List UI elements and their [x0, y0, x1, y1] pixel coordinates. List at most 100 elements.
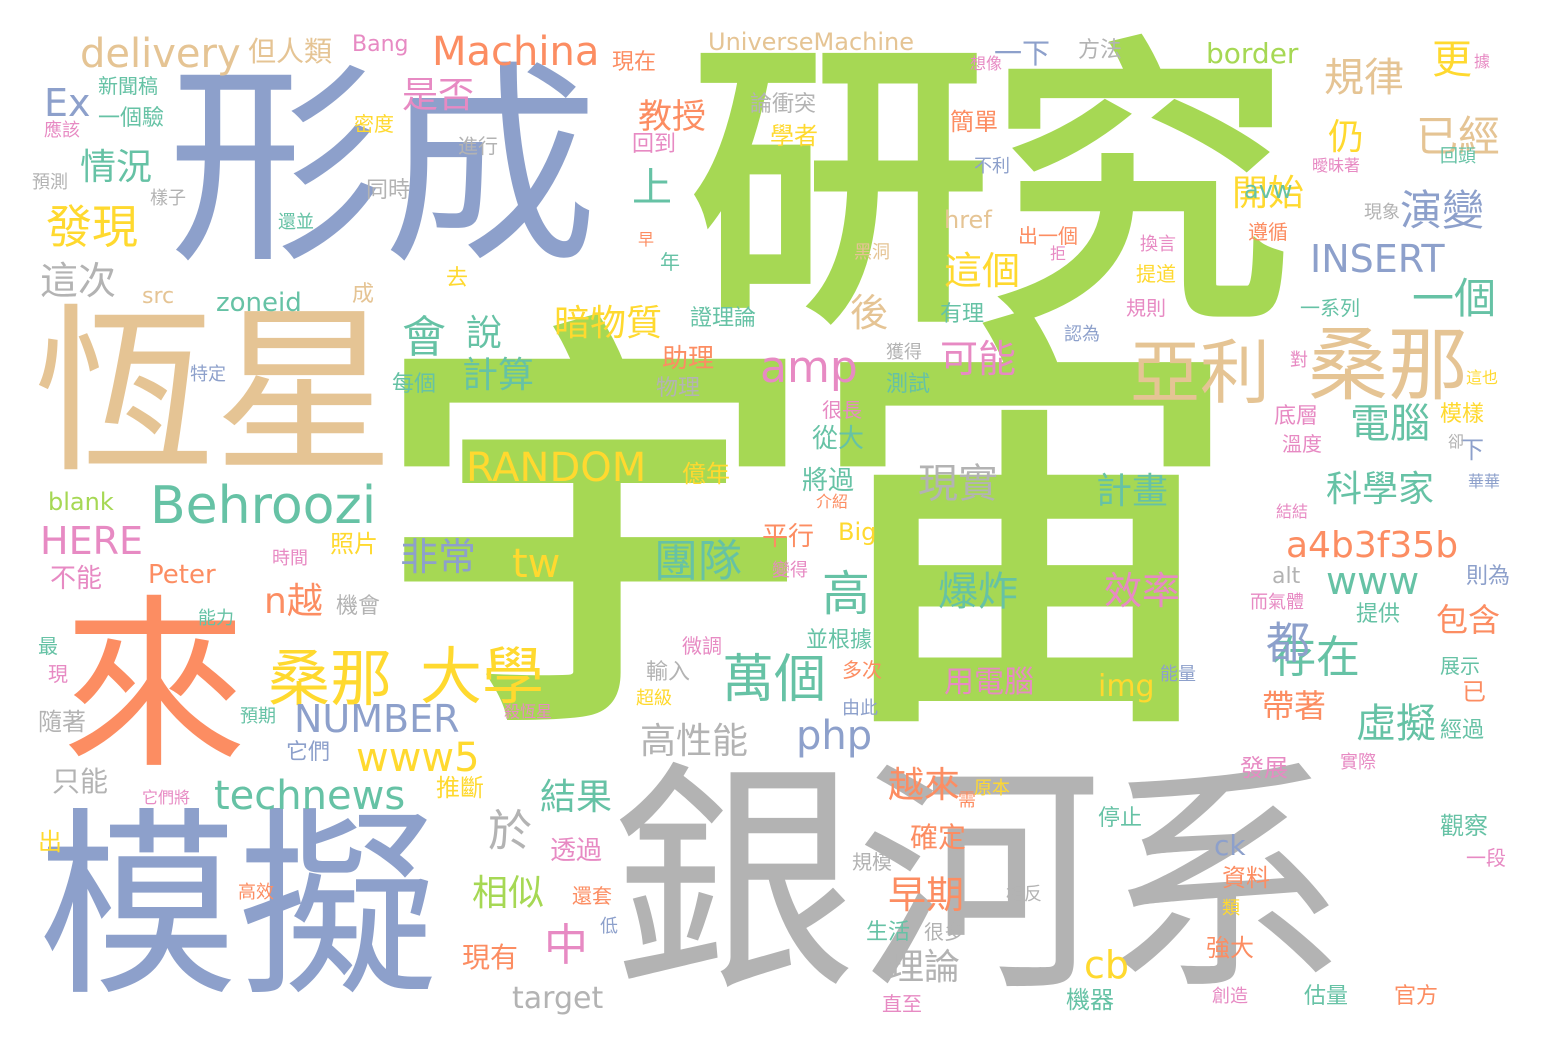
word-cloud-term: 發現 [46, 200, 138, 254]
word-cloud-term: 是否 [402, 75, 475, 116]
word-cloud-term: 規律 [1324, 55, 1404, 101]
word-cloud-term: RANDOM [466, 445, 647, 491]
word-cloud-term: Ex [44, 81, 91, 125]
word-cloud-term: 超級 [636, 688, 672, 709]
word-cloud-term: 出 [38, 828, 62, 856]
word-cloud-term: 還套 [572, 884, 612, 908]
word-cloud-term: 物理 [656, 376, 701, 401]
word-cloud-term: 介紹 [816, 492, 849, 511]
word-cloud-term: 殺恆星 [504, 702, 553, 721]
word-cloud-term: 測試 [886, 372, 931, 397]
word-cloud-term: 並根據 [806, 628, 873, 653]
word-cloud-term: 原本 [974, 778, 1010, 799]
word-cloud-term: 出一個 [1018, 224, 1078, 248]
word-cloud-term: 資料 [1222, 864, 1270, 892]
word-cloud-term: Bang [352, 32, 409, 57]
word-cloud-term: 情況 [80, 147, 153, 188]
word-cloud-term: 相似 [472, 873, 545, 914]
word-cloud-term: 一下 [994, 37, 1051, 70]
word-cloud-term: 高 [822, 566, 871, 622]
word-cloud-term: 億年 [682, 460, 730, 488]
word-cloud-term: 中 [544, 920, 588, 971]
word-cloud-term: 一個 [1412, 274, 1497, 323]
word-cloud-term: 觀察 [1440, 812, 1488, 840]
word-cloud-term: blank [48, 488, 114, 516]
word-cloud-term: 規模 [852, 850, 892, 874]
word-cloud-term: 進行 [458, 134, 498, 158]
word-cloud-term: 團隊 [654, 536, 742, 587]
word-cloud-term: 效率 [1104, 569, 1181, 613]
word-cloud-term: 特定 [190, 364, 226, 385]
word-cloud-term: 計算 [462, 355, 535, 396]
word-cloud-term: NUMBER [294, 697, 460, 741]
word-cloud-term: 變得 [772, 560, 808, 581]
word-cloud-term: 早期 [888, 873, 965, 917]
word-cloud-term: target [512, 981, 604, 1016]
word-cloud-term: n越 [264, 581, 323, 622]
word-cloud-term: Behroozi [150, 476, 377, 536]
word-cloud-term: 溫度 [1282, 432, 1322, 456]
word-cloud-term: 用電腦 [944, 665, 1034, 700]
word-cloud-term: 最 [38, 634, 58, 658]
word-cloud-term: alt [1272, 564, 1301, 589]
word-cloud-term: 回到 [632, 132, 677, 157]
word-cloud-term: 從大 [812, 424, 865, 454]
word-cloud-term: delivery [80, 31, 241, 77]
word-cloud-term: Peter [148, 560, 216, 590]
word-cloud-term: 理論 [888, 947, 961, 988]
word-cloud-term: 確定 [910, 821, 967, 854]
word-cloud-term: 平行 [762, 522, 815, 552]
word-cloud-term: 強大 [1206, 934, 1254, 962]
word-cloud-term: 結結 [1276, 502, 1309, 521]
word-cloud-term: 已 [1462, 678, 1486, 706]
word-cloud-term: tw [512, 541, 561, 587]
word-cloud-term: 輸入 [646, 660, 691, 685]
word-cloud-term: 它們將 [142, 788, 191, 807]
word-cloud-term: 能力 [198, 608, 234, 629]
word-cloud-term: 暗物質 [554, 303, 663, 344]
word-cloud-term: 這也 [1466, 368, 1499, 387]
word-cloud-term: 這個 [944, 249, 1021, 293]
word-cloud-term: 它們 [286, 740, 331, 765]
word-cloud-term: 科學家 [1326, 469, 1435, 510]
word-cloud-term: 證理論 [690, 306, 757, 331]
word-cloud-term: 而氣體 [1250, 592, 1304, 613]
word-cloud-term: 開始 [1232, 173, 1305, 214]
word-cloud-term: HERE [40, 519, 143, 563]
word-cloud-term: src [142, 284, 175, 309]
word-cloud-term: 來 [62, 578, 247, 794]
word-cloud-term: cb [1084, 943, 1130, 987]
word-cloud-term: 後 [850, 291, 889, 335]
word-cloud-term: 說 [466, 313, 503, 354]
word-cloud-term: 底層 [1274, 404, 1319, 429]
word-cloud-term: 停止 [1098, 806, 1143, 831]
word-cloud-term: 估量 [1304, 984, 1349, 1009]
word-cloud-term: 則為 [1466, 564, 1511, 589]
word-cloud-term: 一系列 [1300, 296, 1360, 320]
word-cloud-term: 爆炸 [938, 569, 1018, 615]
word-cloud-term: avw [1244, 176, 1293, 204]
word-cloud-term: zoneid [216, 288, 302, 318]
word-cloud-term: 仍 [1328, 117, 1365, 158]
word-cloud-term: 密度 [354, 112, 394, 136]
word-cloud-term: 模擬 [38, 791, 439, 1024]
word-cloud-term: www5 [356, 735, 480, 781]
word-cloud-term: 成 [352, 282, 375, 307]
word-cloud-term: 一段 [1466, 846, 1506, 870]
word-cloud-term: 包含 [1436, 601, 1501, 639]
word-cloud-term: 教授 [638, 97, 706, 137]
word-cloud-term: 實際 [1340, 752, 1376, 773]
word-cloud-term: 曖昧著 [1312, 156, 1361, 175]
word-cloud-term: 對 [1290, 350, 1308, 371]
word-cloud-term: 虛擬 [1356, 701, 1436, 747]
word-cloud-term: 桑那 [1308, 319, 1468, 412]
word-cloud-term: 高效 [238, 882, 274, 903]
word-cloud-term: 電腦 [1350, 401, 1430, 447]
word-cloud-term: 銀河系 [612, 740, 1347, 1025]
word-cloud-term: 新聞稿 [98, 74, 158, 98]
word-cloud-term: 機會 [336, 594, 381, 619]
word-cloud-term: 可能 [940, 337, 1017, 381]
word-cloud-term: 想像 [970, 54, 1003, 73]
word-cloud-term: 由此 [842, 698, 878, 719]
word-cloud-term: 同時 [366, 178, 411, 203]
